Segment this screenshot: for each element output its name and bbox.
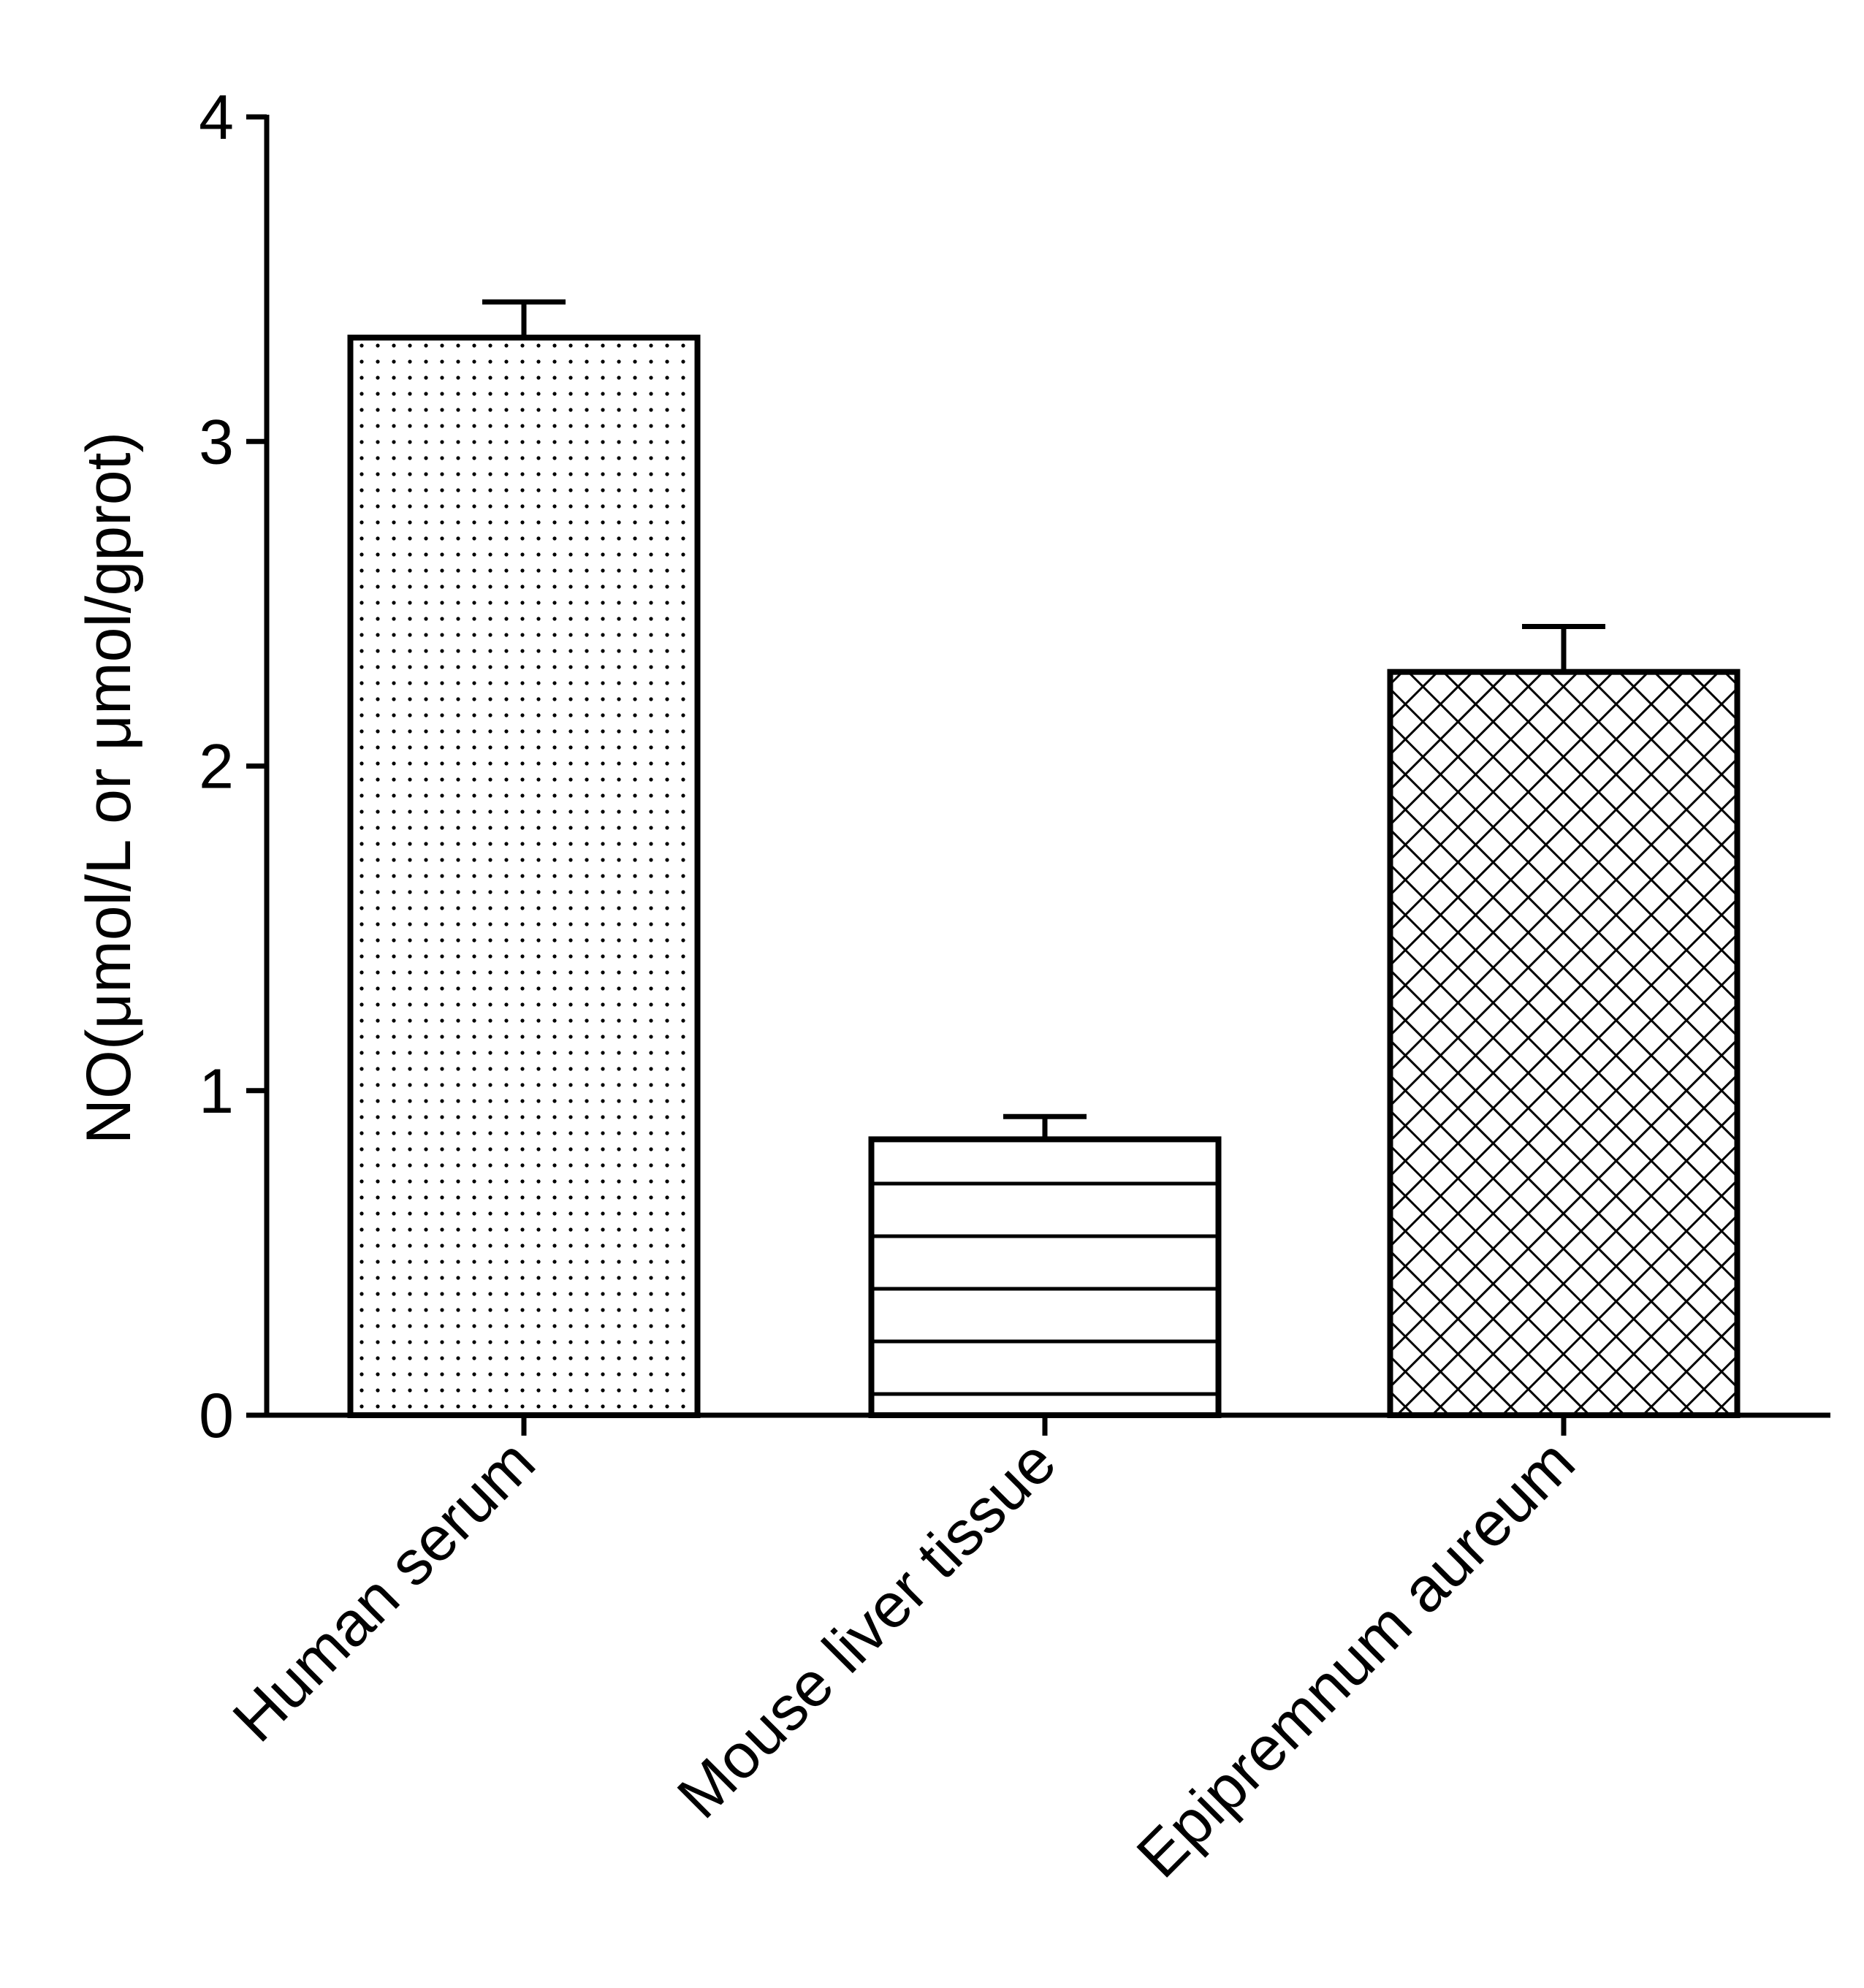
bars [347,335,1741,1419]
bar-human-serum [347,335,701,1419]
y-axis-ticks: 0 1 2 3 4 [199,83,267,1451]
x-category-label: Epipremnum aureum [1124,1427,1589,1892]
error-bars [482,299,1605,1140]
y-tick-label: 4 [199,83,234,153]
y-tick-label: 1 [199,1056,234,1127]
x-category-label: Human serum [220,1427,549,1756]
y-tick-label: 0 [199,1381,234,1451]
y-tick-label: 3 [199,407,234,477]
x-axis-ticks: Human serum Mouse liver tissue Epipremnum … [220,1415,1589,1892]
bar-epipremnum-aureum [1387,669,1741,1418]
y-axis-title: NO(μmol/L or μmol/gprot) [74,432,144,1144]
y-tick-label: 2 [199,732,234,802]
x-category-label: Mouse liver tissue [664,1427,1070,1832]
bar-mouse-liver-tissue [868,1136,1222,1418]
